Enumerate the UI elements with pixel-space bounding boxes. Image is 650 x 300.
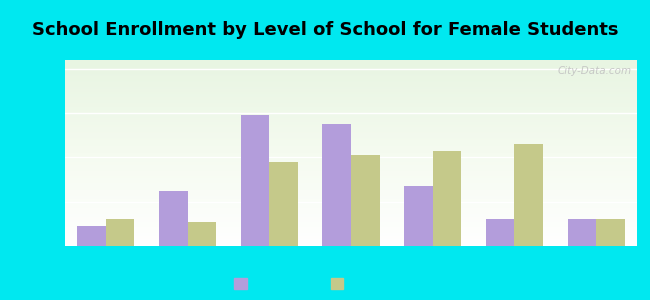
- Bar: [404, 186, 433, 246]
- Bar: [159, 190, 188, 246]
- Bar: [514, 144, 543, 246]
- Text: City-Data.com: City-Data.com: [557, 66, 631, 76]
- Bar: [486, 219, 514, 246]
- Bar: [240, 116, 269, 246]
- Bar: [188, 222, 216, 246]
- Text: School Enrollment by Level of School for Female Students: School Enrollment by Level of School for…: [32, 21, 618, 39]
- Bar: [596, 219, 625, 246]
- Bar: [351, 155, 380, 246]
- Bar: [433, 151, 462, 246]
- Bar: [269, 162, 298, 246]
- Legend: Coleman, Wisconsin: Coleman, Wisconsin: [234, 278, 416, 291]
- Bar: [322, 124, 351, 246]
- Bar: [106, 219, 135, 246]
- Bar: [77, 226, 106, 246]
- Bar: [567, 218, 596, 246]
